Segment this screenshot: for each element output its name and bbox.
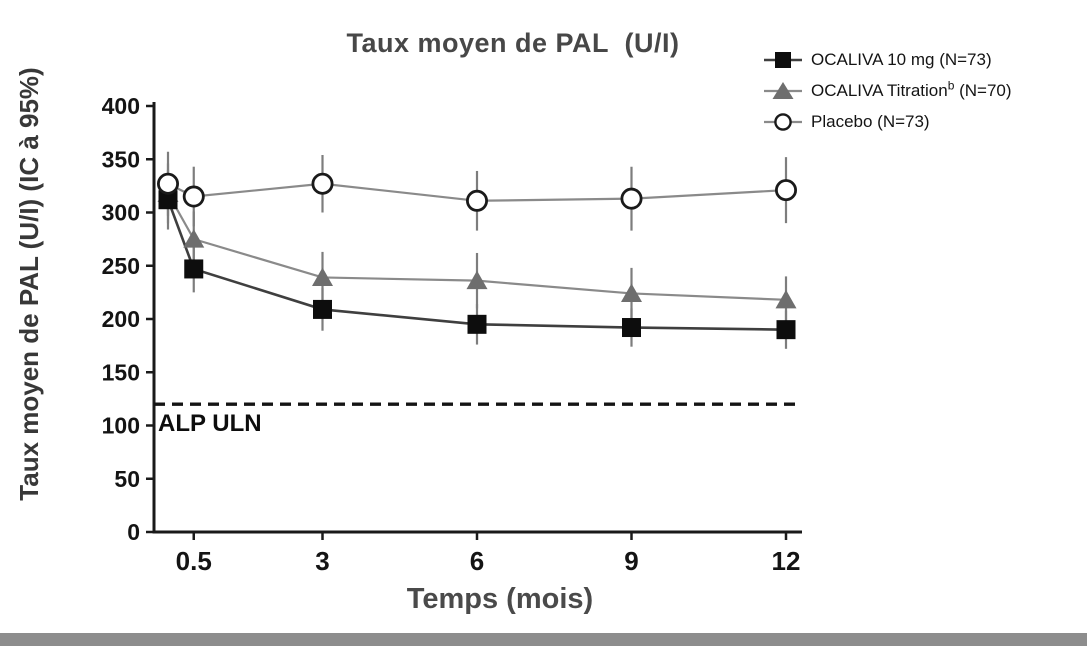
y-tick-label: 200 — [102, 306, 140, 332]
triangle-marker — [621, 283, 642, 302]
circle-marker — [620, 187, 643, 210]
x-tick-label: 3 — [315, 546, 329, 576]
series-markers — [156, 172, 798, 340]
legend-label-placebo: Placebo (N=73) — [811, 112, 930, 131]
open-circle-icon — [764, 113, 802, 131]
reference-line-alp-uln: ALP ULN — [154, 402, 797, 437]
triangle-marker — [775, 289, 797, 309]
legend-label-titration-superscript: b — [947, 78, 955, 93]
square-marker — [467, 314, 487, 334]
y-tick-label: 350 — [102, 146, 140, 172]
filled-triangle-icon — [764, 82, 802, 99]
legend-label-titration-text: OCALIVA Titration — [811, 81, 948, 100]
filled-square-icon — [764, 52, 802, 68]
circle-marker — [465, 189, 488, 212]
legend: OCALIVA 10 mg (N=73) OCALIVA Titrationb … — [764, 46, 1012, 136]
legend-label-ocaliva-10mg: OCALIVA 10 mg (N=73) — [811, 50, 992, 69]
legend-item-placebo: Placebo (N=73) — [764, 108, 1012, 136]
square-marker — [184, 259, 204, 279]
square-marker — [622, 318, 641, 338]
x-tick-label: 9 — [624, 546, 638, 576]
triangle-marker — [466, 270, 488, 290]
triangle-marker — [183, 229, 205, 248]
square-marker — [776, 320, 796, 340]
x-tick-label: 0.5 — [176, 546, 212, 576]
legend-item-ocaliva-titration: OCALIVA Titrationb (N=70) — [764, 77, 1012, 105]
triangle-marker — [312, 267, 333, 286]
circle-marker — [311, 172, 334, 195]
x-tick-label: 6 — [470, 546, 484, 576]
y-tick-label: 50 — [114, 466, 140, 492]
x-axis-ticks: 0.5 3 6 9 12 — [176, 532, 801, 576]
reference-line-label: ALP ULN — [158, 410, 262, 437]
circle-marker — [182, 185, 205, 208]
chart-title: Taux moyen de PAL (U/I) — [346, 28, 680, 58]
square-marker — [158, 190, 178, 210]
y-tick-label: 250 — [102, 253, 140, 279]
legend-item-ocaliva-10mg: OCALIVA 10 mg (N=73) — [764, 46, 1012, 74]
bottom-divider-bar — [0, 633, 1087, 646]
y-tick-label: 150 — [102, 359, 140, 385]
circle-marker — [156, 172, 179, 195]
y-tick-label: 0 — [127, 519, 140, 545]
y-axis-ticks: 0 50 100 150 200 250 300 350 400 — [102, 93, 154, 545]
legend-label-titration-n: (N=70) — [954, 81, 1012, 100]
x-tick-label: 12 — [772, 546, 801, 576]
x-axis-title: Temps (mois) — [406, 583, 594, 615]
y-tick-label: 300 — [102, 200, 140, 226]
y-tick-label: 100 — [102, 413, 140, 439]
circle-marker — [775, 179, 798, 202]
square-marker — [313, 299, 332, 319]
y-tick-label: 400 — [102, 93, 140, 119]
legend-label-ocaliva-titration: OCALIVA Titrationb (N=70) — [811, 78, 1012, 101]
